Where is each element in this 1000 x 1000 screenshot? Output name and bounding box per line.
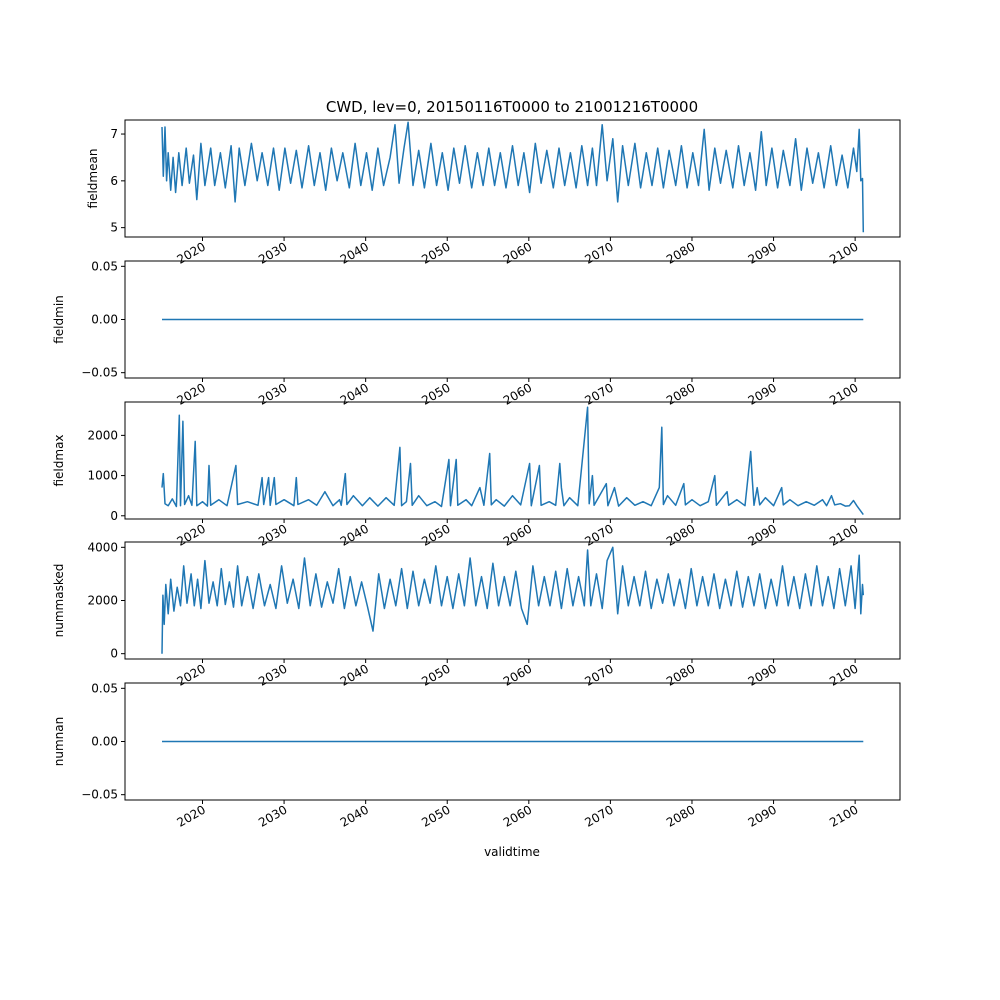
fieldmin-xtick-label: 2060 [501, 380, 534, 407]
subplot-nummasked: 0 2000 4000 nummasked 2020 2030 2040 2050 2060 20… [52, 540, 901, 689]
subplot-fieldmean: 5 6 7 fieldmean 2020 2030 2040 2050 2060 2070 2080… [86, 119, 901, 267]
fieldmax-ytick-label: 1000 [87, 469, 118, 483]
nummasked-xtick-label: 2090 [746, 661, 779, 688]
subplot-fieldmin: −0.05 0.00 0.05 fieldmin 2020 2030 2040 2050 206… [52, 259, 901, 408]
fieldmin-ytick-label: −0.05 [81, 366, 118, 380]
fieldmean-y-axis-label: fieldmean [86, 149, 100, 209]
nummasked-xtick-label: 2040 [338, 661, 371, 688]
fieldmin-xtick-label: 2090 [746, 380, 779, 407]
fieldmean-xtick-label: 2040 [338, 239, 371, 266]
fieldmean-ytick-label: 6 [110, 174, 118, 188]
fieldmean-xtick-label: 2060 [501, 239, 534, 266]
numnan-xtick-label: 2030 [256, 802, 289, 829]
numnan-ytick-label: 0.00 [91, 735, 118, 749]
fieldmean-xtick-label: 2030 [256, 239, 289, 266]
chart-title: CWD, lev=0, 20150116T0000 to 21001216T00… [326, 98, 698, 116]
numnan-xtick-label: 2060 [501, 802, 534, 829]
nummasked-xtick-label: 2100 [827, 661, 860, 688]
fieldmean-ytick-label: 5 [110, 221, 118, 235]
fieldmean-xtick-label: 2020 [175, 239, 208, 266]
fieldmean-xtick-label: 2090 [746, 239, 779, 266]
fieldmin-xtick-label: 2020 [175, 380, 208, 407]
fieldmax-xtick-label: 2090 [746, 521, 779, 548]
fieldmin-ytick-label: 0.00 [91, 313, 118, 327]
fieldmax-xtick-label: 2100 [827, 521, 860, 548]
nummasked-series-line [161, 546, 865, 654]
fieldmean-xtick-label: 2050 [419, 239, 452, 266]
numnan-y-axis-label: numnan [52, 717, 66, 766]
nummasked-ytick-label: 4000 [87, 540, 118, 554]
fieldmax-xtick-label: 2050 [419, 521, 452, 548]
fieldmax-xtick-label: 2070 [582, 521, 615, 548]
nummasked-xtick-label: 2030 [256, 661, 289, 688]
numnan-ytick-label: −0.05 [81, 788, 118, 802]
nummasked-xtick-label: 2080 [664, 661, 697, 688]
numnan-ytick-label: 0.05 [91, 681, 118, 695]
fieldmin-ytick-label: 0.05 [91, 259, 118, 273]
nummasked-xtick-label: 2050 [419, 661, 452, 688]
fieldmean-series-line [161, 121, 865, 233]
fieldmin-xtick-label: 2100 [827, 380, 860, 407]
subplots: 5 6 7 fieldmean 2020 2030 2040 2050 2060 2070 2080… [52, 119, 901, 830]
subplot-fieldmax: 0 1000 2000 fieldmax 2020 2030 2040 2050 2060 207… [52, 401, 901, 549]
numnan-xtick-label: 2080 [664, 802, 697, 829]
fieldmean-xtick-label: 2100 [827, 239, 860, 266]
fieldmax-ytick-label: 2000 [87, 428, 118, 442]
fieldmean-xtick-label: 2070 [582, 239, 615, 266]
fieldmax-xtick-label: 2020 [175, 521, 208, 548]
nummasked-xtick-label: 2060 [501, 661, 534, 688]
numnan-xtick-label: 2040 [338, 802, 371, 829]
nummasked-y-axis-label: nummasked [52, 564, 66, 638]
nummasked-xtick-label: 2070 [582, 661, 615, 688]
fieldmean-ytick-label: 7 [110, 127, 118, 141]
fieldmax-series-line [161, 406, 864, 516]
fieldmax-xtick-label: 2030 [256, 521, 289, 548]
fieldmin-xtick-label: 2040 [338, 380, 371, 407]
fieldmean-axes-frame [124, 119, 901, 238]
numnan-xtick-label: 2090 [746, 802, 779, 829]
numnan-xtick-label: 2050 [419, 802, 452, 829]
fieldmax-ytick-label: 0 [110, 509, 118, 523]
subplot-numnan: −0.05 0.00 0.05 numnan 2020 2030 2040 2050 2060 2… [52, 681, 901, 830]
numnan-xtick-label: 2020 [175, 802, 208, 829]
nummasked-ytick-label: 0 [110, 647, 118, 661]
nummasked-ytick-label: 2000 [87, 594, 118, 608]
nummasked-xtick-label: 2020 [175, 661, 208, 688]
fieldmax-axes-frame [124, 401, 901, 520]
fieldmin-y-axis-label: fieldmin [52, 295, 66, 344]
x-axis-label: validtime [484, 845, 540, 859]
fieldmax-xtick-label: 2080 [664, 521, 697, 548]
numnan-xtick-label: 2070 [582, 802, 615, 829]
fieldmin-xtick-label: 2080 [664, 380, 697, 407]
fieldmax-xtick-label: 2060 [501, 521, 534, 548]
fieldmax-xtick-label: 2040 [338, 521, 371, 548]
fieldmax-y-axis-label: fieldmax [52, 434, 66, 486]
fieldmin-xtick-label: 2070 [582, 380, 615, 407]
fieldmean-xtick-label: 2080 [664, 239, 697, 266]
fieldmin-xtick-label: 2030 [256, 380, 289, 407]
fieldmin-xtick-label: 2050 [419, 380, 452, 407]
numnan-xtick-label: 2100 [827, 802, 860, 829]
